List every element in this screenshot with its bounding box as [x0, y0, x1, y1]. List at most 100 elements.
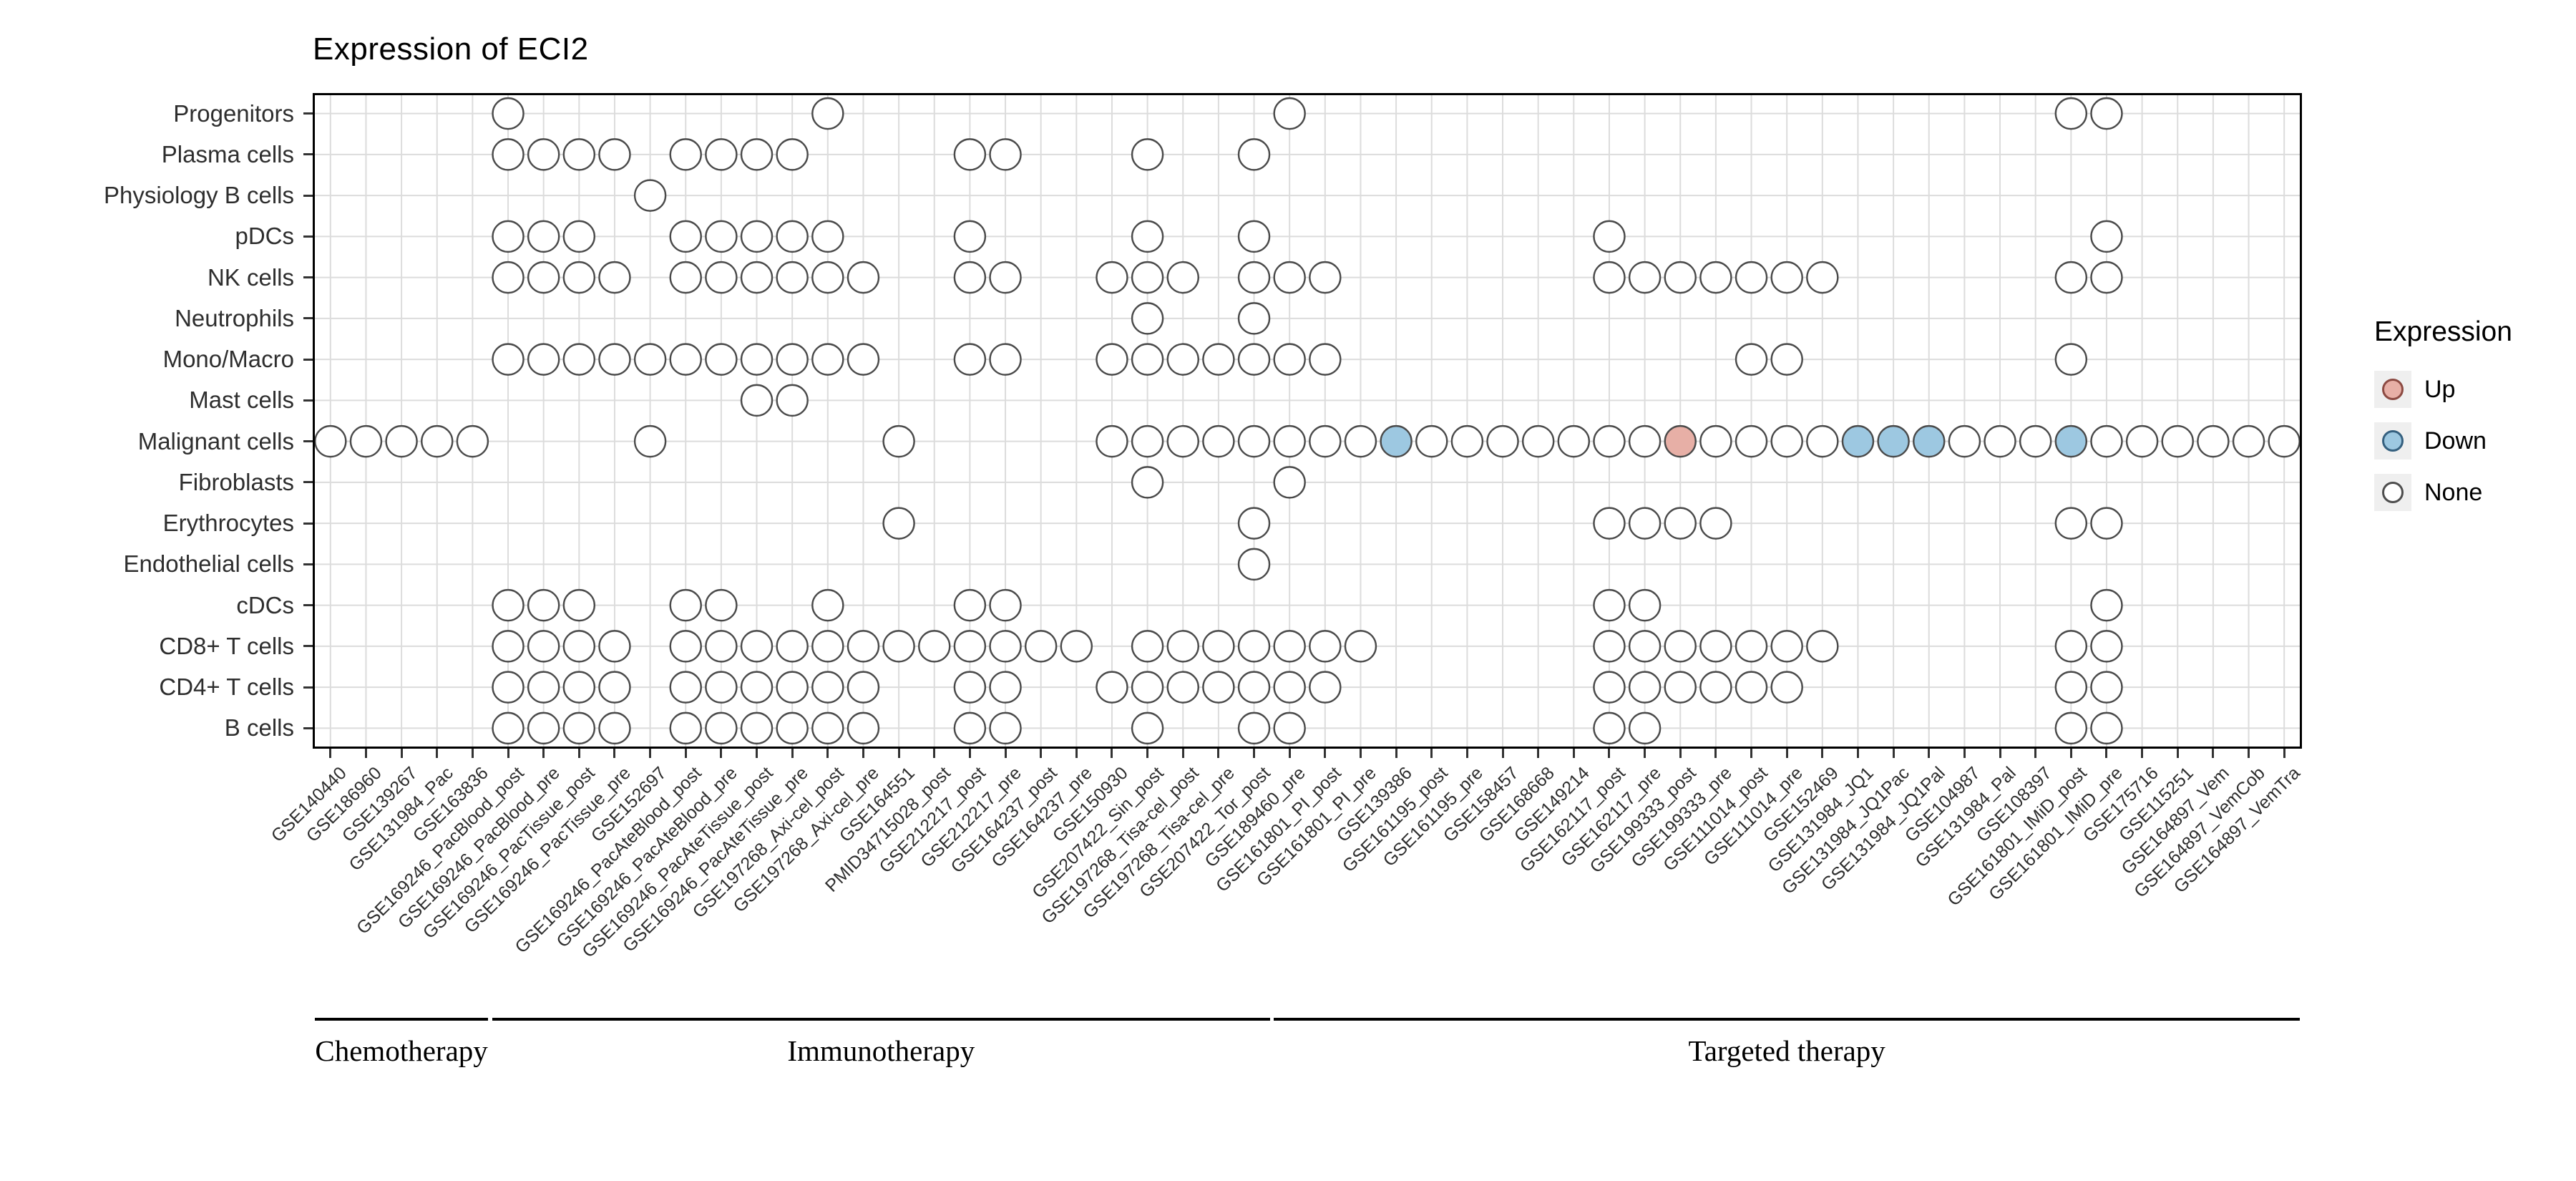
expression-dot [882, 630, 915, 663]
expression-dot [2090, 424, 2123, 458]
expression-dot [953, 261, 987, 294]
legend-key [2374, 371, 2411, 408]
expression-dot [2054, 97, 2088, 130]
expression-dot [1309, 424, 1342, 458]
expression-dot [1628, 671, 1662, 704]
expression-dot [1131, 138, 1164, 171]
x-tick [542, 749, 545, 758]
expression-dot [776, 711, 809, 745]
legend-key [2374, 422, 2411, 460]
expression-dot [492, 261, 525, 294]
x-tick [2283, 749, 2285, 758]
expression-dot [1841, 424, 1875, 458]
expression-dot [1309, 630, 1342, 663]
y-tick [303, 440, 313, 443]
expression-dot [1557, 424, 1591, 458]
x-tick [1644, 749, 1646, 758]
x-tick [1572, 749, 1575, 758]
expression-dot [811, 220, 844, 253]
expression-dot [492, 220, 525, 253]
expression-dot [918, 630, 951, 663]
x-tick [1004, 749, 1007, 758]
expression-dot [1628, 261, 1662, 294]
expression-dot [2054, 630, 2088, 663]
expression-dot [1735, 343, 1768, 376]
expression-dot [2090, 588, 2123, 622]
group-label: Targeted therapy [1688, 1034, 1885, 1067]
expression-dot [1237, 711, 1271, 745]
x-tick [684, 749, 687, 758]
expression-dot [562, 588, 596, 622]
x-tick [791, 749, 794, 758]
y-axis-label: pDCs [235, 223, 294, 250]
expression-dot [456, 424, 489, 458]
expression-dot [1131, 711, 1164, 745]
expression-dot [811, 97, 844, 130]
expression-dot [1202, 671, 1235, 704]
x-tick [1075, 749, 1078, 758]
expression-dot [633, 179, 667, 212]
x-tick [1430, 749, 1433, 758]
expression-dot [1735, 671, 1768, 704]
expression-dot [562, 343, 596, 376]
expression-dot [2197, 424, 2230, 458]
expression-dot [669, 588, 702, 622]
expression-dot [1060, 630, 1093, 663]
x-tick [1465, 749, 1468, 758]
expression-dot [669, 138, 702, 171]
x-tick [436, 749, 439, 758]
expression-dot [1166, 261, 1199, 294]
expression-dot [1166, 671, 1199, 704]
x-tick [1928, 749, 1931, 758]
legend-items: Up Down None [2374, 371, 2512, 511]
expression-dot [989, 588, 1022, 622]
legend-none-dot-icon [2382, 482, 2404, 503]
legend-item-down: Down [2374, 422, 2512, 460]
expression-dot [1628, 424, 1662, 458]
expression-dot [598, 630, 631, 663]
x-tick [400, 749, 403, 758]
expression-dot [1237, 630, 1271, 663]
y-tick [303, 153, 313, 156]
expression-dot [492, 711, 525, 745]
y-axis-label: cDCs [236, 591, 294, 618]
expression-dot [740, 343, 774, 376]
expression-dot [1770, 630, 1803, 663]
expression-dot [2268, 424, 2301, 458]
expression-dot [1131, 424, 1164, 458]
expression-dot [2054, 261, 2088, 294]
expression-dot [882, 424, 915, 458]
dot-matrix [313, 93, 2302, 749]
y-tick [303, 481, 313, 484]
expression-dot [811, 588, 844, 622]
expression-dot [1131, 220, 1164, 253]
expression-dot [1699, 424, 1732, 458]
expression-dot [882, 507, 915, 540]
expression-dot [1344, 424, 1377, 458]
expression-dot [562, 630, 596, 663]
expression-dot [1628, 630, 1662, 663]
expression-dot [1024, 630, 1058, 663]
x-tick [756, 749, 758, 758]
x-tick [897, 749, 900, 758]
expression-dot [669, 220, 702, 253]
expression-dot [1486, 424, 1519, 458]
x-tick [329, 749, 332, 758]
legend-item-none: None [2374, 474, 2512, 511]
x-tick [1537, 749, 1540, 758]
x-tick [1856, 749, 1859, 758]
expression-dot [527, 138, 560, 171]
expression-dot [1309, 671, 1342, 704]
expression-dot [1699, 261, 1732, 294]
expression-dot [349, 424, 383, 458]
expression-dot [2054, 671, 2088, 704]
expression-dot [1699, 671, 1732, 704]
expression-dot [989, 261, 1022, 294]
plot-panel [313, 93, 2302, 749]
expression-dot [669, 630, 702, 663]
x-tick [1288, 749, 1291, 758]
expression-dot [527, 711, 560, 745]
x-tick [1181, 749, 1184, 758]
x-tick [2069, 749, 2072, 758]
expression-dot [669, 671, 702, 704]
